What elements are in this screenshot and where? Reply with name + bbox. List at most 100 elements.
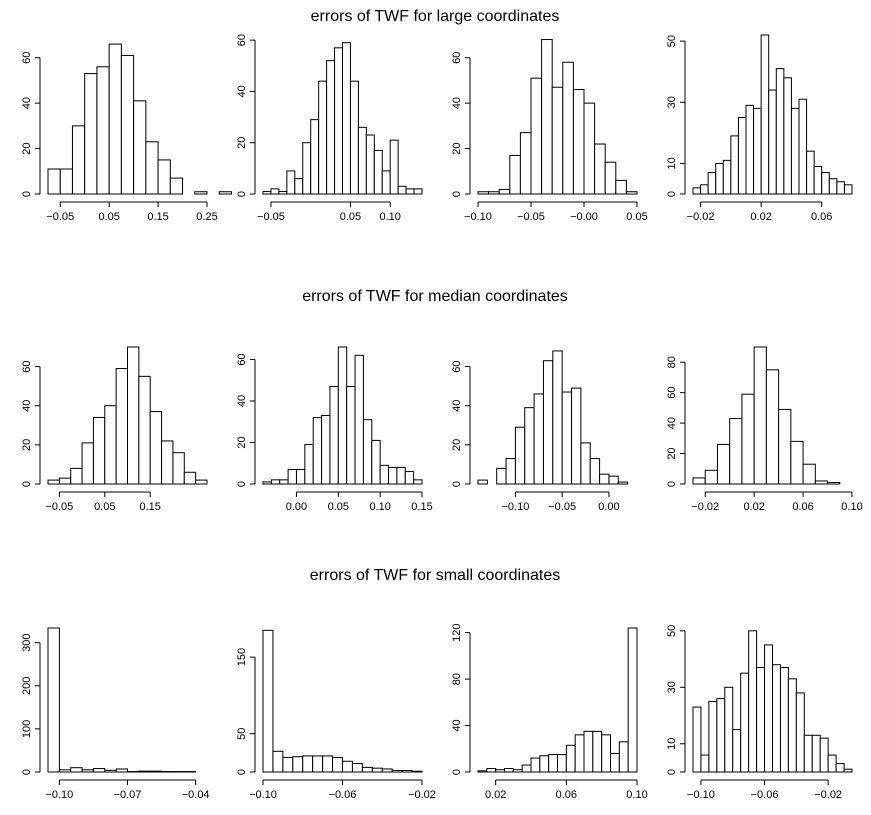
histogram-bar	[381, 768, 393, 773]
histogram-bar	[583, 102, 596, 195]
histogram-bar	[262, 481, 272, 485]
histogram-bar	[342, 42, 351, 195]
histogram-bar	[760, 34, 770, 195]
histogram-bar	[521, 764, 532, 773]
histogram-bar	[778, 408, 792, 485]
histogram-bar	[413, 479, 423, 485]
histogram-panel-12: −0.10 −0.06 −0.02 0 10 30 50	[666, 625, 853, 801]
histogram-bar	[389, 139, 399, 195]
histogram-bar	[477, 479, 488, 485]
histogram-bar	[388, 466, 398, 485]
histogram-bar	[334, 47, 343, 195]
histogram-bar	[716, 698, 726, 773]
histogram-bar	[133, 100, 147, 195]
histogram-bar	[539, 755, 550, 773]
histogram-bar	[541, 39, 553, 195]
histogram-bar	[803, 734, 813, 773]
histogram-bar	[715, 162, 724, 195]
histogram-bar	[707, 172, 717, 195]
histogram-bar	[270, 188, 280, 195]
histogram-bar	[615, 179, 627, 195]
x-tick-label: −0.02	[814, 789, 842, 801]
y-tick-label: 40	[666, 417, 678, 429]
histogram-bar	[618, 741, 629, 773]
histogram-bar	[138, 770, 151, 773]
x-tick-label: −0.00	[570, 211, 598, 223]
histogram-bar	[218, 191, 232, 195]
histogram-bar	[104, 405, 117, 485]
histogram-bar	[790, 440, 804, 485]
histogram-bar	[745, 104, 755, 195]
x-tick-label: −0.05	[45, 501, 73, 513]
histogram-bar	[486, 768, 497, 773]
histogram-bar	[753, 346, 767, 485]
x-tick-label: −0.02	[687, 211, 715, 223]
y-tick-label: 20	[666, 447, 678, 459]
y-tick-label: 40	[451, 97, 463, 109]
histogram-bar	[47, 168, 61, 195]
x-tick-label: 0.05	[328, 501, 349, 513]
histogram-bar	[836, 181, 845, 195]
histogram-bar	[312, 417, 323, 485]
histogram-bar	[627, 627, 638, 773]
histogram-bar	[594, 143, 606, 195]
y-tick-label: 20	[451, 142, 463, 154]
histogram-bar	[574, 734, 585, 773]
histogram-bar	[530, 757, 541, 773]
y-tick-label: 10	[666, 157, 678, 169]
histogram-bar	[287, 468, 297, 485]
histogram-bar	[828, 178, 838, 195]
histogram-bar	[835, 763, 845, 773]
y-tick-label: 20	[21, 439, 33, 451]
histogram-bar	[599, 473, 610, 485]
y-tick-label: 0	[236, 769, 248, 775]
y-tick-label: 60	[666, 387, 678, 399]
y-tick-label: 0	[451, 769, 463, 775]
histogram-bar	[692, 187, 702, 195]
histogram-bar	[551, 86, 564, 195]
x-tick-label: 0.15	[411, 501, 432, 513]
histogram-bar	[70, 767, 83, 773]
histogram-bar	[514, 426, 526, 485]
histogram-bar	[310, 119, 320, 195]
histogram-bar	[145, 141, 159, 195]
histogram-panel-9: −0.10 −0.07 −0.04 0 100 200 300	[21, 627, 210, 801]
histogram-panel-2: −0.05 0.05 0.10 0 20 40 60	[236, 34, 423, 223]
histogram-bar	[58, 769, 72, 773]
histogram-bar	[272, 750, 284, 773]
y-tick-label: 60	[451, 52, 463, 64]
y-tick-label: 0	[666, 191, 678, 197]
histogram-panels: −0.05 0.05 0.15 0.25 0 20 40 60 −0.05 0.05 0.10 0 20…	[21, 34, 863, 801]
histogram-bar	[381, 170, 391, 195]
y-tick-label: 50	[666, 625, 678, 637]
histogram-bar	[772, 664, 781, 773]
histogram-bar	[161, 440, 174, 485]
histogram-panel-10: −0.10 −0.06 −0.02 0 50 150	[236, 629, 436, 801]
histogram-bar	[294, 178, 304, 195]
histogram-bar	[700, 754, 710, 773]
histogram-bar	[548, 754, 558, 773]
histogram-bar	[504, 768, 514, 773]
histogram-bar	[604, 161, 617, 195]
x-tick-label: −0.10	[464, 211, 492, 223]
x-tick-label: 0.05	[626, 211, 647, 223]
histogram-bar	[495, 769, 506, 773]
y-tick-label: 0	[21, 191, 33, 197]
y-tick-label: 40	[236, 395, 248, 407]
y-tick-label: 30	[666, 681, 678, 693]
histogram-bar	[764, 644, 773, 773]
histogram-bar	[295, 468, 306, 485]
y-tick-label: 300	[21, 633, 33, 651]
x-tick-label: 0.00	[286, 501, 307, 513]
histogram-bar	[81, 769, 94, 773]
histogram-bar	[704, 469, 718, 485]
histogram-bar	[737, 117, 747, 195]
y-tick-label: 20	[451, 439, 463, 451]
histogram-bar	[120, 54, 135, 195]
histogram-bar	[692, 706, 702, 773]
x-tick-label: −0.05	[46, 211, 74, 223]
histogram-bar	[557, 754, 567, 773]
histogram-bar	[361, 766, 373, 773]
x-tick-label: 0.00	[598, 501, 619, 513]
